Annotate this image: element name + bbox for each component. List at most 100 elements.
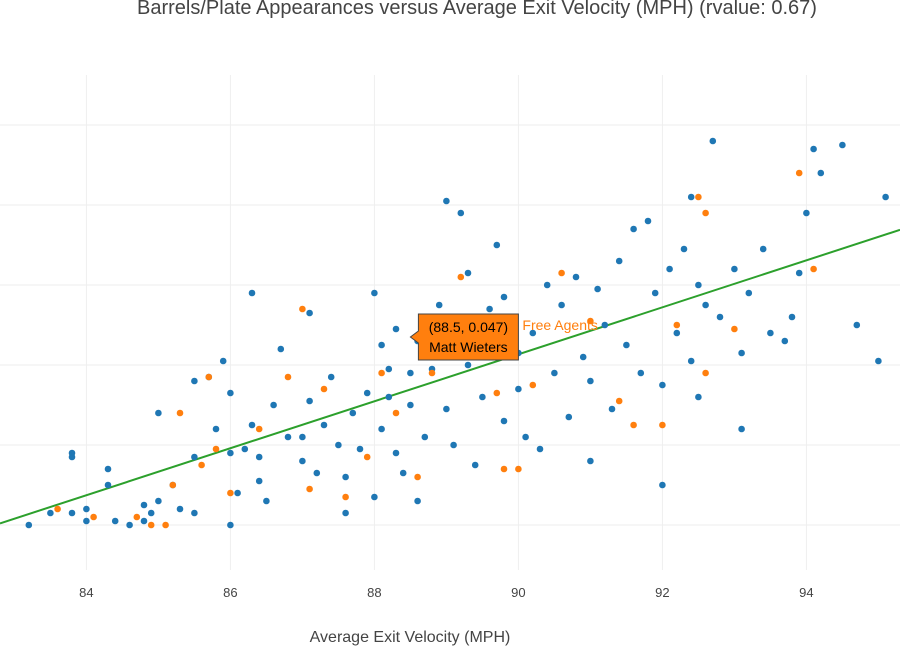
player-point[interactable]: [191, 453, 198, 461]
player-point[interactable]: [587, 457, 594, 465]
free-agent-point[interactable]: [428, 369, 436, 377]
player-point[interactable]: [255, 477, 263, 485]
player-point[interactable]: [277, 345, 285, 353]
player-point[interactable]: [659, 481, 666, 489]
player-point[interactable]: [695, 281, 702, 289]
player-point[interactable]: [450, 441, 457, 449]
free-agent-point[interactable]: [162, 521, 169, 529]
free-agent-point[interactable]: [255, 425, 263, 433]
player-point[interactable]: [385, 365, 393, 373]
player-point[interactable]: [536, 445, 544, 453]
player-point[interactable]: [47, 509, 54, 517]
free-agent-point[interactable]: [205, 373, 213, 381]
player-point[interactable]: [651, 289, 659, 297]
player-point[interactable]: [126, 521, 133, 529]
free-agent-point[interactable]: [630, 421, 637, 429]
free-agent-point[interactable]: [392, 409, 400, 417]
player-point[interactable]: [155, 497, 162, 505]
player-point[interactable]: [767, 329, 774, 337]
player-point[interactable]: [255, 453, 263, 461]
player-point[interactable]: [227, 521, 234, 529]
player-point[interactable]: [392, 325, 400, 333]
player-point[interactable]: [435, 301, 443, 309]
player-point[interactable]: [788, 313, 796, 321]
player-point[interactable]: [579, 353, 587, 361]
player-point[interactable]: [795, 269, 803, 277]
player-point[interactable]: [284, 433, 292, 441]
player-point[interactable]: [543, 281, 551, 289]
free-agent-point[interactable]: [702, 369, 709, 377]
player-point[interactable]: [263, 497, 270, 505]
player-point[interactable]: [327, 373, 335, 381]
player-point[interactable]: [608, 405, 616, 413]
player-point[interactable]: [176, 505, 184, 513]
player-point[interactable]: [471, 461, 479, 469]
player-point[interactable]: [399, 469, 407, 477]
player-point[interactable]: [479, 393, 486, 401]
player-point[interactable]: [745, 289, 753, 297]
player-point[interactable]: [630, 225, 637, 233]
player-point[interactable]: [587, 377, 594, 385]
player-point[interactable]: [219, 357, 227, 365]
free-agent-point[interactable]: [529, 381, 537, 389]
player-point[interactable]: [810, 145, 817, 153]
player-point[interactable]: [212, 425, 220, 433]
free-agent-point[interactable]: [212, 445, 220, 453]
free-agent-point[interactable]: [306, 485, 313, 493]
player-point[interactable]: [241, 445, 249, 453]
player-point[interactable]: [299, 457, 306, 465]
free-agent-point[interactable]: [615, 397, 623, 405]
free-agent-point[interactable]: [227, 489, 234, 497]
free-agent-point[interactable]: [702, 209, 709, 217]
player-point[interactable]: [414, 497, 421, 505]
player-point[interactable]: [615, 257, 623, 265]
player-point[interactable]: [486, 305, 493, 313]
free-agent-point[interactable]: [54, 505, 61, 513]
player-point[interactable]: [320, 421, 328, 429]
free-agent-point[interactable]: [284, 373, 292, 381]
player-point[interactable]: [464, 269, 472, 277]
player-point[interactable]: [407, 401, 414, 409]
player-point[interactable]: [558, 301, 565, 309]
player-point[interactable]: [83, 517, 90, 525]
free-agent-point[interactable]: [147, 521, 155, 529]
free-agent-point[interactable]: [176, 409, 184, 417]
player-point[interactable]: [882, 193, 889, 201]
free-agent-point[interactable]: [659, 421, 666, 429]
player-point[interactable]: [572, 273, 580, 281]
player-point[interactable]: [709, 137, 717, 145]
player-point[interactable]: [248, 421, 256, 429]
player-point[interactable]: [155, 409, 162, 417]
player-point[interactable]: [515, 385, 522, 393]
player-point[interactable]: [385, 393, 393, 401]
player-point[interactable]: [702, 301, 709, 309]
free-agent-point[interactable]: [90, 513, 97, 521]
player-point[interactable]: [313, 469, 321, 477]
free-agent-point[interactable]: [198, 461, 205, 469]
player-point[interactable]: [335, 441, 342, 449]
player-point[interactable]: [299, 433, 306, 441]
player-point[interactable]: [551, 369, 558, 377]
player-point[interactable]: [738, 425, 745, 433]
player-point[interactable]: [378, 425, 385, 433]
free-agent-point[interactable]: [378, 369, 385, 377]
free-agent-point[interactable]: [169, 481, 177, 489]
player-point[interactable]: [378, 341, 385, 349]
player-point[interactable]: [464, 361, 472, 369]
player-point[interactable]: [738, 349, 745, 357]
player-point[interactable]: [803, 209, 810, 217]
player-point[interactable]: [565, 413, 573, 421]
player-point[interactable]: [104, 481, 112, 489]
free-agent-point[interactable]: [795, 169, 803, 177]
player-point[interactable]: [839, 141, 846, 149]
player-point[interactable]: [25, 521, 33, 529]
player-point[interactable]: [594, 285, 601, 293]
player-point[interactable]: [68, 449, 76, 457]
player-point[interactable]: [500, 293, 508, 301]
player-point[interactable]: [601, 321, 609, 329]
player-point[interactable]: [781, 337, 789, 345]
player-point[interactable]: [306, 309, 313, 317]
player-point[interactable]: [421, 433, 429, 441]
player-point[interactable]: [407, 369, 414, 377]
